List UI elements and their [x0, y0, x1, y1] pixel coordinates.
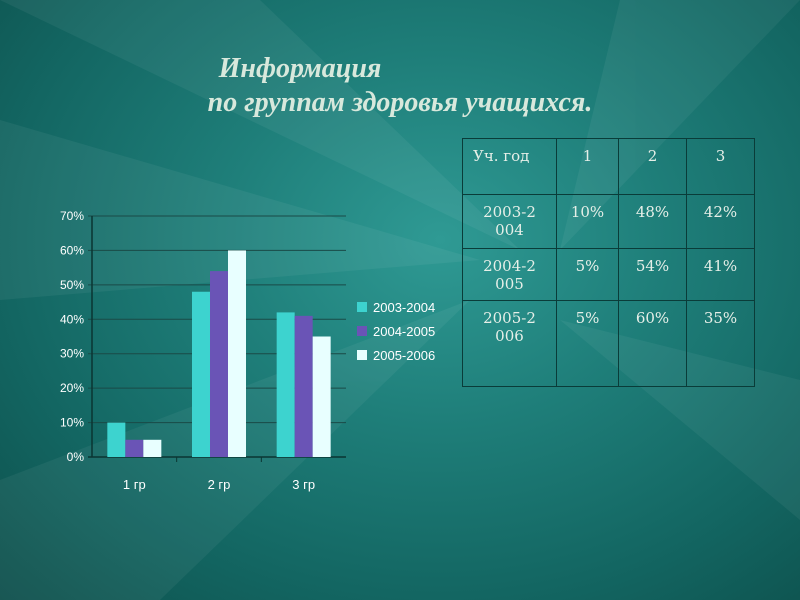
bar: [192, 291, 210, 457]
table-row: 2004-2 005 5% 54% 41%: [462, 248, 755, 301]
y-tick-label: 30%: [60, 347, 84, 361]
table-row: 2005-2 006 5% 60% 35%: [462, 300, 755, 387]
table-cell: 10%: [556, 194, 619, 249]
y-tick-label: 70%: [60, 209, 84, 223]
table-cell: 2005-2 006: [462, 300, 557, 387]
y-tick-label: 20%: [60, 381, 84, 395]
legend-label: 2004-2005: [373, 324, 435, 339]
slide-title: Информация по группам здоровья учащихся.: [0, 52, 800, 120]
table-cell: 2003-2 004: [462, 194, 557, 249]
bar: [210, 271, 228, 457]
table-cell: 35%: [686, 300, 755, 387]
x-tick-label: 3 гр: [292, 477, 315, 492]
legend-swatch: [357, 326, 367, 336]
table-header-cell: 1: [556, 138, 619, 195]
bar: [107, 422, 126, 457]
y-tick-label: 60%: [60, 243, 84, 257]
table-cell: 5%: [556, 248, 619, 301]
x-tick-label: 2 гр: [208, 477, 231, 492]
table-cell: 48%: [618, 194, 687, 249]
legend-label: 2003-2004: [373, 300, 435, 315]
bar: [125, 439, 144, 457]
y-tick-label: 10%: [60, 416, 84, 430]
data-table: Уч. год 1 2 3 2003-2 004 10% 48% 42% 200…: [462, 138, 755, 387]
legend-swatch: [357, 302, 367, 312]
y-tick-label: 40%: [60, 312, 84, 326]
bar: [312, 336, 331, 457]
table-header-cell: Уч. год: [462, 138, 557, 195]
bar: [228, 250, 246, 457]
y-tick-label: 0%: [67, 450, 85, 464]
legend-label: 2005-2006: [373, 348, 435, 363]
table-header-cell: 2: [618, 138, 687, 195]
table-header-cell: 3: [686, 138, 755, 195]
table-cell: 42%: [686, 194, 755, 249]
table-cell: 54%: [618, 248, 687, 301]
legend-swatch: [357, 350, 367, 360]
table-row: 2003-2 004 10% 48% 42%: [462, 194, 755, 249]
table-cell: 2004-2 005: [462, 248, 557, 301]
title-line-1: Информация: [218, 53, 382, 84]
title-line-2: по группам здоровья учащихся.: [207, 87, 593, 118]
table-cell: 5%: [556, 300, 619, 387]
table-header-row: Уч. год 1 2 3: [462, 138, 755, 195]
table-cell: 41%: [686, 248, 755, 301]
bar: [143, 439, 162, 457]
bar: [276, 312, 295, 457]
y-tick-label: 50%: [60, 278, 84, 292]
table-cell: 60%: [618, 300, 687, 387]
bar: [294, 315, 313, 457]
x-tick-label: 1 гр: [123, 477, 146, 492]
